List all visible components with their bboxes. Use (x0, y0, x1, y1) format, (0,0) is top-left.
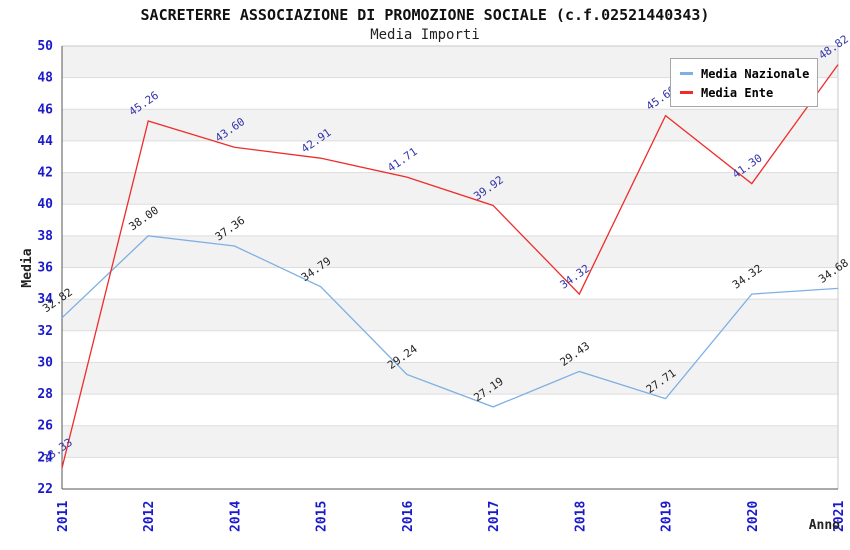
y-tick-label: 38 (37, 229, 53, 244)
plot-band (62, 204, 838, 236)
plot-band (62, 425, 838, 458)
y-tick-label: 36 (37, 261, 53, 276)
x-tick-label: 2016 (401, 501, 416, 532)
plot-band (62, 362, 838, 395)
plot-band (62, 267, 838, 300)
y-tick-label: 40 (37, 197, 53, 212)
plot-band (62, 235, 838, 268)
y-tick-label: 24 (37, 450, 53, 465)
legend-item-media-nazionale: Media Nazionale (680, 64, 813, 83)
x-tick-label: 2017 (487, 501, 502, 532)
chart-title: SACRETERRE ASSOCIAZIONE DI PROMOZIONE SO… (140, 6, 710, 24)
y-tick-label: 26 (37, 419, 53, 434)
plot-band (62, 140, 838, 173)
y-tick-label: 46 (37, 102, 53, 117)
x-tick-label: 2020 (746, 501, 761, 532)
series-line-media-nazionale (61, 235, 839, 408)
y-tick-label: 50 (37, 39, 53, 54)
nazionale-line-swatch-icon (680, 72, 693, 75)
y-tick-label: 32 (37, 324, 53, 339)
x-tick-label: 2021 (832, 501, 847, 532)
ente-line-swatch-icon (680, 91, 693, 94)
x-tick-label: 2015 (315, 501, 330, 532)
y-tick-label: 42 (37, 166, 53, 181)
plot-band (62, 172, 838, 205)
y-tick-label: 48 (37, 71, 53, 86)
series-line-media-ente (61, 64, 839, 469)
x-tick-label: 2014 (228, 501, 243, 532)
x-tick-label: 2018 (573, 501, 588, 532)
x-tick-label: 2019 (660, 501, 675, 532)
y-tick-label: 30 (37, 355, 53, 370)
x-axis-title: Anno (809, 518, 840, 533)
y-tick-label: 22 (37, 482, 53, 497)
y-tick-label: 44 (37, 134, 53, 149)
legend-label: Media Ente (701, 85, 774, 100)
plot-band (62, 299, 838, 331)
x-tick-label: 2011 (56, 501, 71, 532)
plot-band (62, 109, 838, 141)
y-tick-label: 34 (37, 292, 53, 307)
plot-band (62, 457, 838, 489)
legend-label: Media Nazionale (701, 66, 810, 81)
plot-band (62, 394, 838, 426)
legend-item-media-ente: Media Ente (680, 83, 813, 102)
y-axis-title: Media (20, 248, 35, 287)
legend: Media Nazionale Media Ente (670, 58, 818, 107)
x-tick-label: 2012 (142, 501, 157, 532)
plot-band (62, 330, 838, 363)
chart-subtitle: Media Importi (370, 27, 480, 43)
y-tick-label: 28 (37, 387, 53, 402)
